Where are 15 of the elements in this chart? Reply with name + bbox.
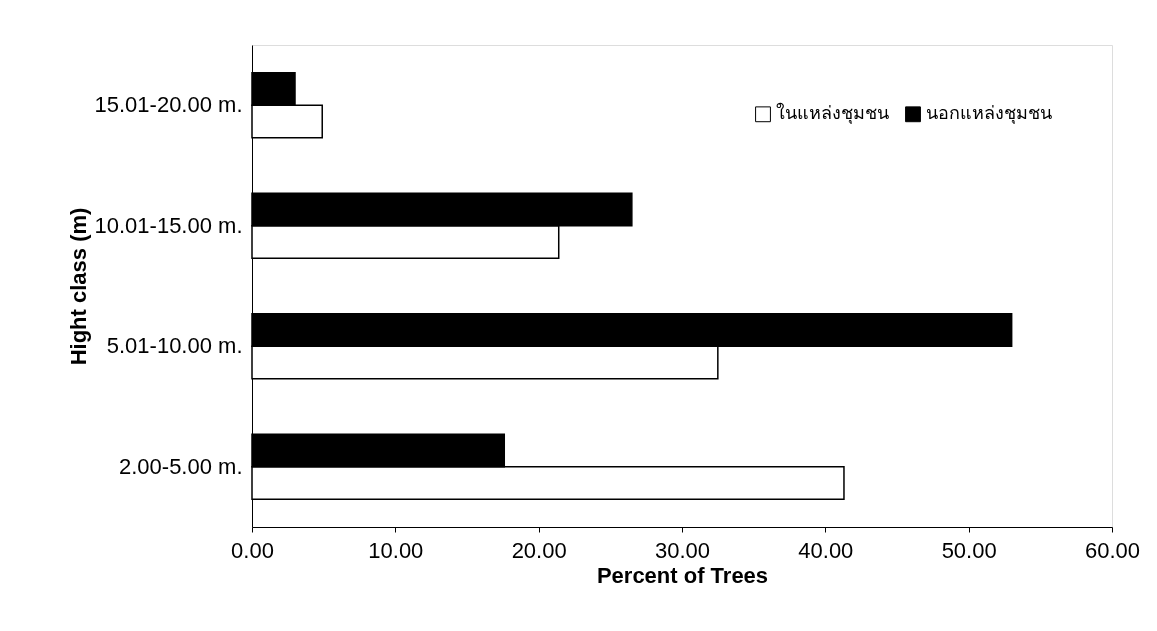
y-tick-label: 5.01-10.00 m. bbox=[106, 333, 243, 359]
y-axis-title: Hight class (m) bbox=[65, 207, 91, 366]
y-tick-label: 15.01-20.00 m. bbox=[94, 92, 243, 118]
y-tick-label: 2.00-5.00 m. bbox=[118, 453, 243, 479]
x-tick-label: 20.00 bbox=[511, 537, 567, 563]
x-axis-title: Percent of Trees bbox=[596, 562, 769, 588]
x-tick-label: 40.00 bbox=[798, 537, 854, 563]
x-tick-label: 10.00 bbox=[368, 537, 424, 563]
x-tick-label: 30.00 bbox=[654, 537, 711, 563]
x-tick-label: 60.00 bbox=[1084, 537, 1141, 563]
legend-label: นอกแหล่งชุมชน bbox=[926, 103, 1052, 125]
y-tick-label: 10.01-15.00 m. bbox=[94, 212, 243, 238]
legend-label: ในแหล่งชุมชน bbox=[776, 102, 889, 125]
x-tick-label: 50.00 bbox=[941, 537, 997, 563]
x-tick-label: 0.00 bbox=[231, 537, 274, 563]
